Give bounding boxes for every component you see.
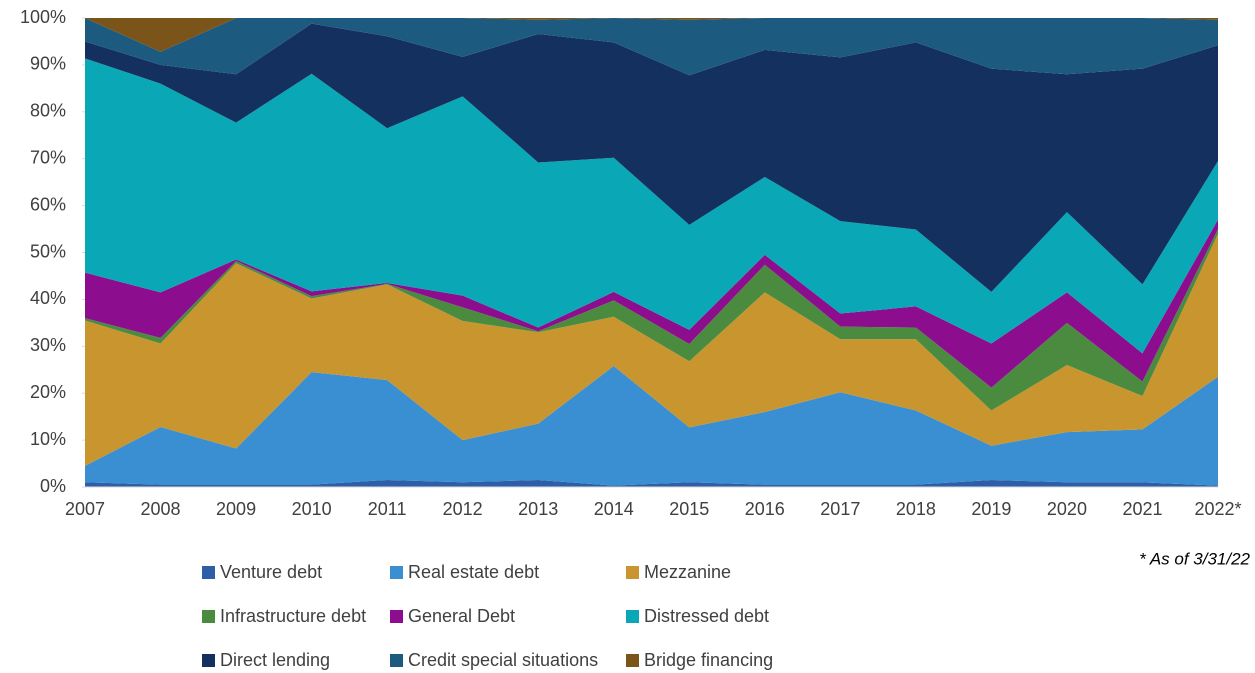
- y-tick-label: 70%: [30, 147, 66, 167]
- legend-swatch: [390, 610, 403, 623]
- x-tick-label: 2021: [1122, 499, 1162, 519]
- area: [85, 18, 1218, 76]
- legend-label: Mezzanine: [644, 562, 731, 582]
- y-tick-label: 50%: [30, 241, 66, 261]
- legend-swatch: [626, 566, 639, 579]
- y-tick-label: 30%: [30, 335, 66, 355]
- x-tick-label: 2009: [216, 499, 256, 519]
- x-tick-label: 2007: [65, 499, 105, 519]
- legend-swatch: [202, 654, 215, 667]
- x-tick-label: 2018: [896, 499, 936, 519]
- legend-label: Distressed debt: [644, 606, 769, 626]
- legend-swatch: [626, 654, 639, 667]
- legend-swatch: [390, 566, 403, 579]
- y-tick-label: 40%: [30, 288, 66, 308]
- area: [85, 365, 1218, 486]
- legend-label: Direct lending: [220, 650, 330, 670]
- x-tick-label: 2010: [292, 499, 332, 519]
- legend-swatch: [626, 610, 639, 623]
- y-tick-label: 80%: [30, 101, 66, 121]
- legend-swatch: [202, 610, 215, 623]
- x-tick-label: 2012: [443, 499, 483, 519]
- y-tick-label: 60%: [30, 194, 66, 214]
- area: [85, 23, 1218, 292]
- y-tick-label: 20%: [30, 382, 66, 402]
- x-tick-label: 2020: [1047, 499, 1087, 519]
- x-tick-label: 2019: [971, 499, 1011, 519]
- annotation: * As of 3/31/22: [1139, 549, 1250, 568]
- area: [85, 18, 1218, 52]
- x-tick-label: 2016: [745, 499, 785, 519]
- x-tick-label: 2013: [518, 499, 558, 519]
- area: [85, 58, 1218, 354]
- area: [85, 233, 1218, 466]
- x-tick-label: 2017: [820, 499, 860, 519]
- legend-label: Real estate debt: [408, 562, 539, 582]
- x-tick-label: 2022*: [1194, 499, 1241, 519]
- y-tick-label: 0%: [40, 476, 66, 496]
- x-tick-label: 2008: [141, 499, 181, 519]
- y-tick-label: 100%: [20, 7, 66, 27]
- y-tick-label: 10%: [30, 429, 66, 449]
- legend-label: Bridge financing: [644, 650, 773, 670]
- area: [85, 479, 1218, 487]
- legend-label: Infrastructure debt: [220, 606, 366, 626]
- legend-label: General Debt: [408, 606, 515, 626]
- x-tick-label: 2015: [669, 499, 709, 519]
- y-tick-label: 90%: [30, 54, 66, 74]
- legend-swatch: [202, 566, 215, 579]
- x-tick-label: 2011: [368, 499, 407, 519]
- legend-label: Venture debt: [220, 562, 322, 582]
- x-tick-label: 2014: [594, 499, 634, 519]
- legend-label: Credit special situations: [408, 650, 598, 670]
- legend-swatch: [390, 654, 403, 667]
